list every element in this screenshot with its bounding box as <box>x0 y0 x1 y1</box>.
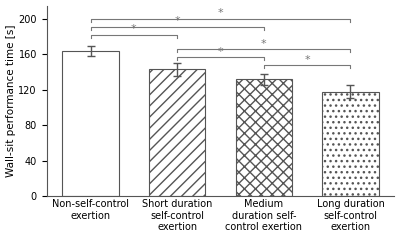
Text: *: * <box>218 8 223 18</box>
Y-axis label: Wall-sit performance time [s]: Wall-sit performance time [s] <box>6 25 16 177</box>
Bar <box>322 92 379 196</box>
Text: *: * <box>218 47 223 57</box>
Bar <box>149 69 205 196</box>
Bar <box>62 51 119 196</box>
Text: *: * <box>131 25 137 35</box>
Bar <box>236 79 292 196</box>
Text: *: * <box>174 16 180 26</box>
Text: *: * <box>304 55 310 64</box>
Text: *: * <box>261 39 267 49</box>
